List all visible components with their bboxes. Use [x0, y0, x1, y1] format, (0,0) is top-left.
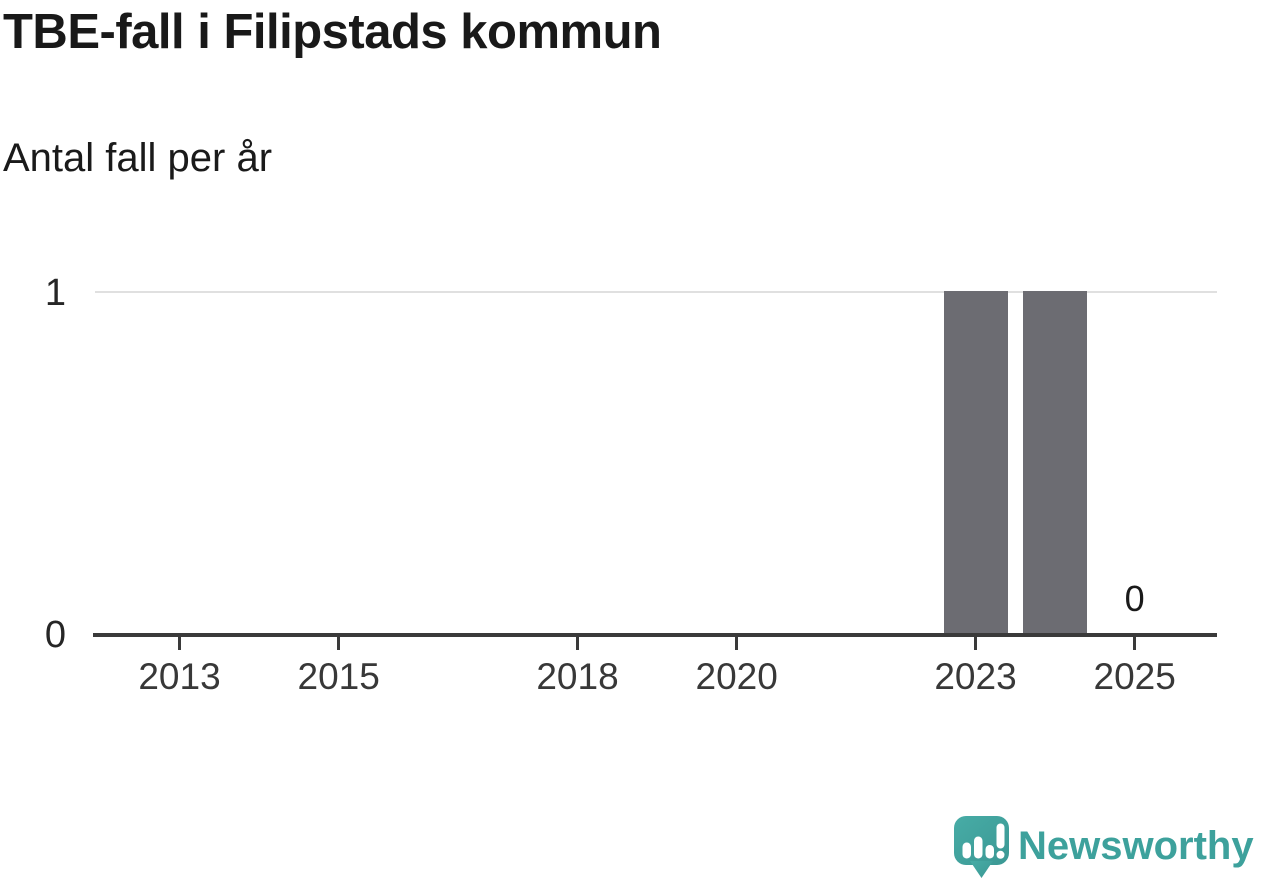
x-tick-2020: [735, 637, 739, 650]
exclamation-glyph: [996, 823, 1005, 859]
gridline-y1: [95, 291, 1217, 293]
brand-name: Newsworthy: [1018, 824, 1254, 868]
x-tick-2025: [1133, 637, 1137, 650]
newsworthy-logo-icon: [954, 816, 1009, 878]
bar-chart-glyph: [962, 836, 994, 859]
bar-2023: [943, 291, 1008, 633]
x-tick-label-2013: 2013: [138, 656, 221, 697]
brand-footer: Newsworthy: [948, 812, 1262, 879]
chart-subtitle: Antal fall per år: [3, 136, 273, 180]
x-tick-label-2015: 2015: [297, 656, 380, 697]
x-tick-2023: [974, 637, 977, 650]
x-tick-2018: [576, 637, 579, 650]
y-tick-label-0: 0: [44, 614, 66, 656]
x-axis-line: [93, 633, 1217, 637]
x-tick-label-2020: 2020: [695, 656, 778, 697]
x-tick-label-2025: 2025: [1093, 656, 1176, 697]
bar-2024: [1023, 291, 1088, 633]
chart-title: TBE-fall i Filipstads kommun: [3, 5, 662, 59]
value-label-2025: 0: [1124, 578, 1145, 619]
y-tick-label-1: 1: [44, 272, 66, 314]
x-tick-label-2018: 2018: [536, 656, 619, 697]
x-tick-2015: [337, 637, 341, 650]
x-tick-2013: [178, 637, 181, 650]
x-tick-label-2023: 2023: [934, 656, 1017, 697]
